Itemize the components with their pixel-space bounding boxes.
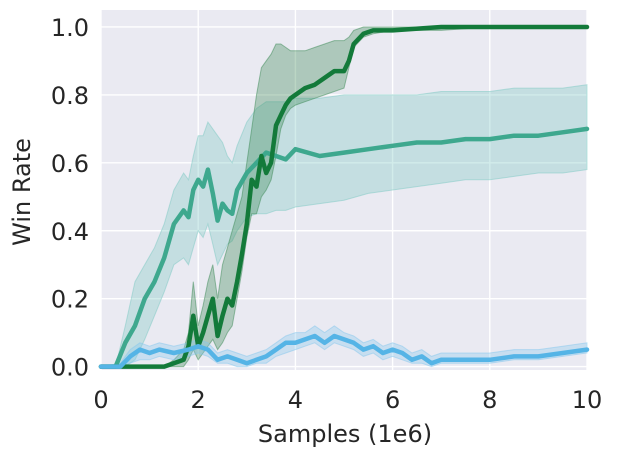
series-line-2 — [98, 333, 590, 369]
x-tick-label: 6 — [385, 386, 400, 414]
series-line-1 — [98, 126, 590, 369]
y-tick-label: 0.0 — [51, 354, 89, 382]
y-tick-label: 0.8 — [51, 82, 89, 110]
x-tick-labels: 0 2 4 6 8 10 — [93, 386, 602, 414]
x-tick-label: 4 — [288, 386, 303, 414]
y-tick-label: 0.2 — [51, 286, 89, 314]
y-axis-label: Win Rate — [8, 138, 36, 246]
confidence-band-0 — [101, 26, 587, 368]
y-tick-label: 1.0 — [51, 14, 89, 42]
series-line-0 — [98, 24, 590, 369]
x-tick-label: 10 — [572, 386, 603, 414]
x-tick-label: 8 — [482, 386, 497, 414]
y-tick-label: 0.4 — [51, 218, 89, 246]
x-axis-label: Samples (1e6) — [258, 420, 432, 448]
y-tick-label: 0.6 — [51, 150, 89, 178]
series-lines — [98, 24, 590, 369]
x-tick-label: 2 — [191, 386, 206, 414]
y-tick-labels: 0.0 0.2 0.4 0.6 0.8 1.0 — [51, 14, 89, 382]
x-tick-label: 0 — [93, 386, 108, 414]
